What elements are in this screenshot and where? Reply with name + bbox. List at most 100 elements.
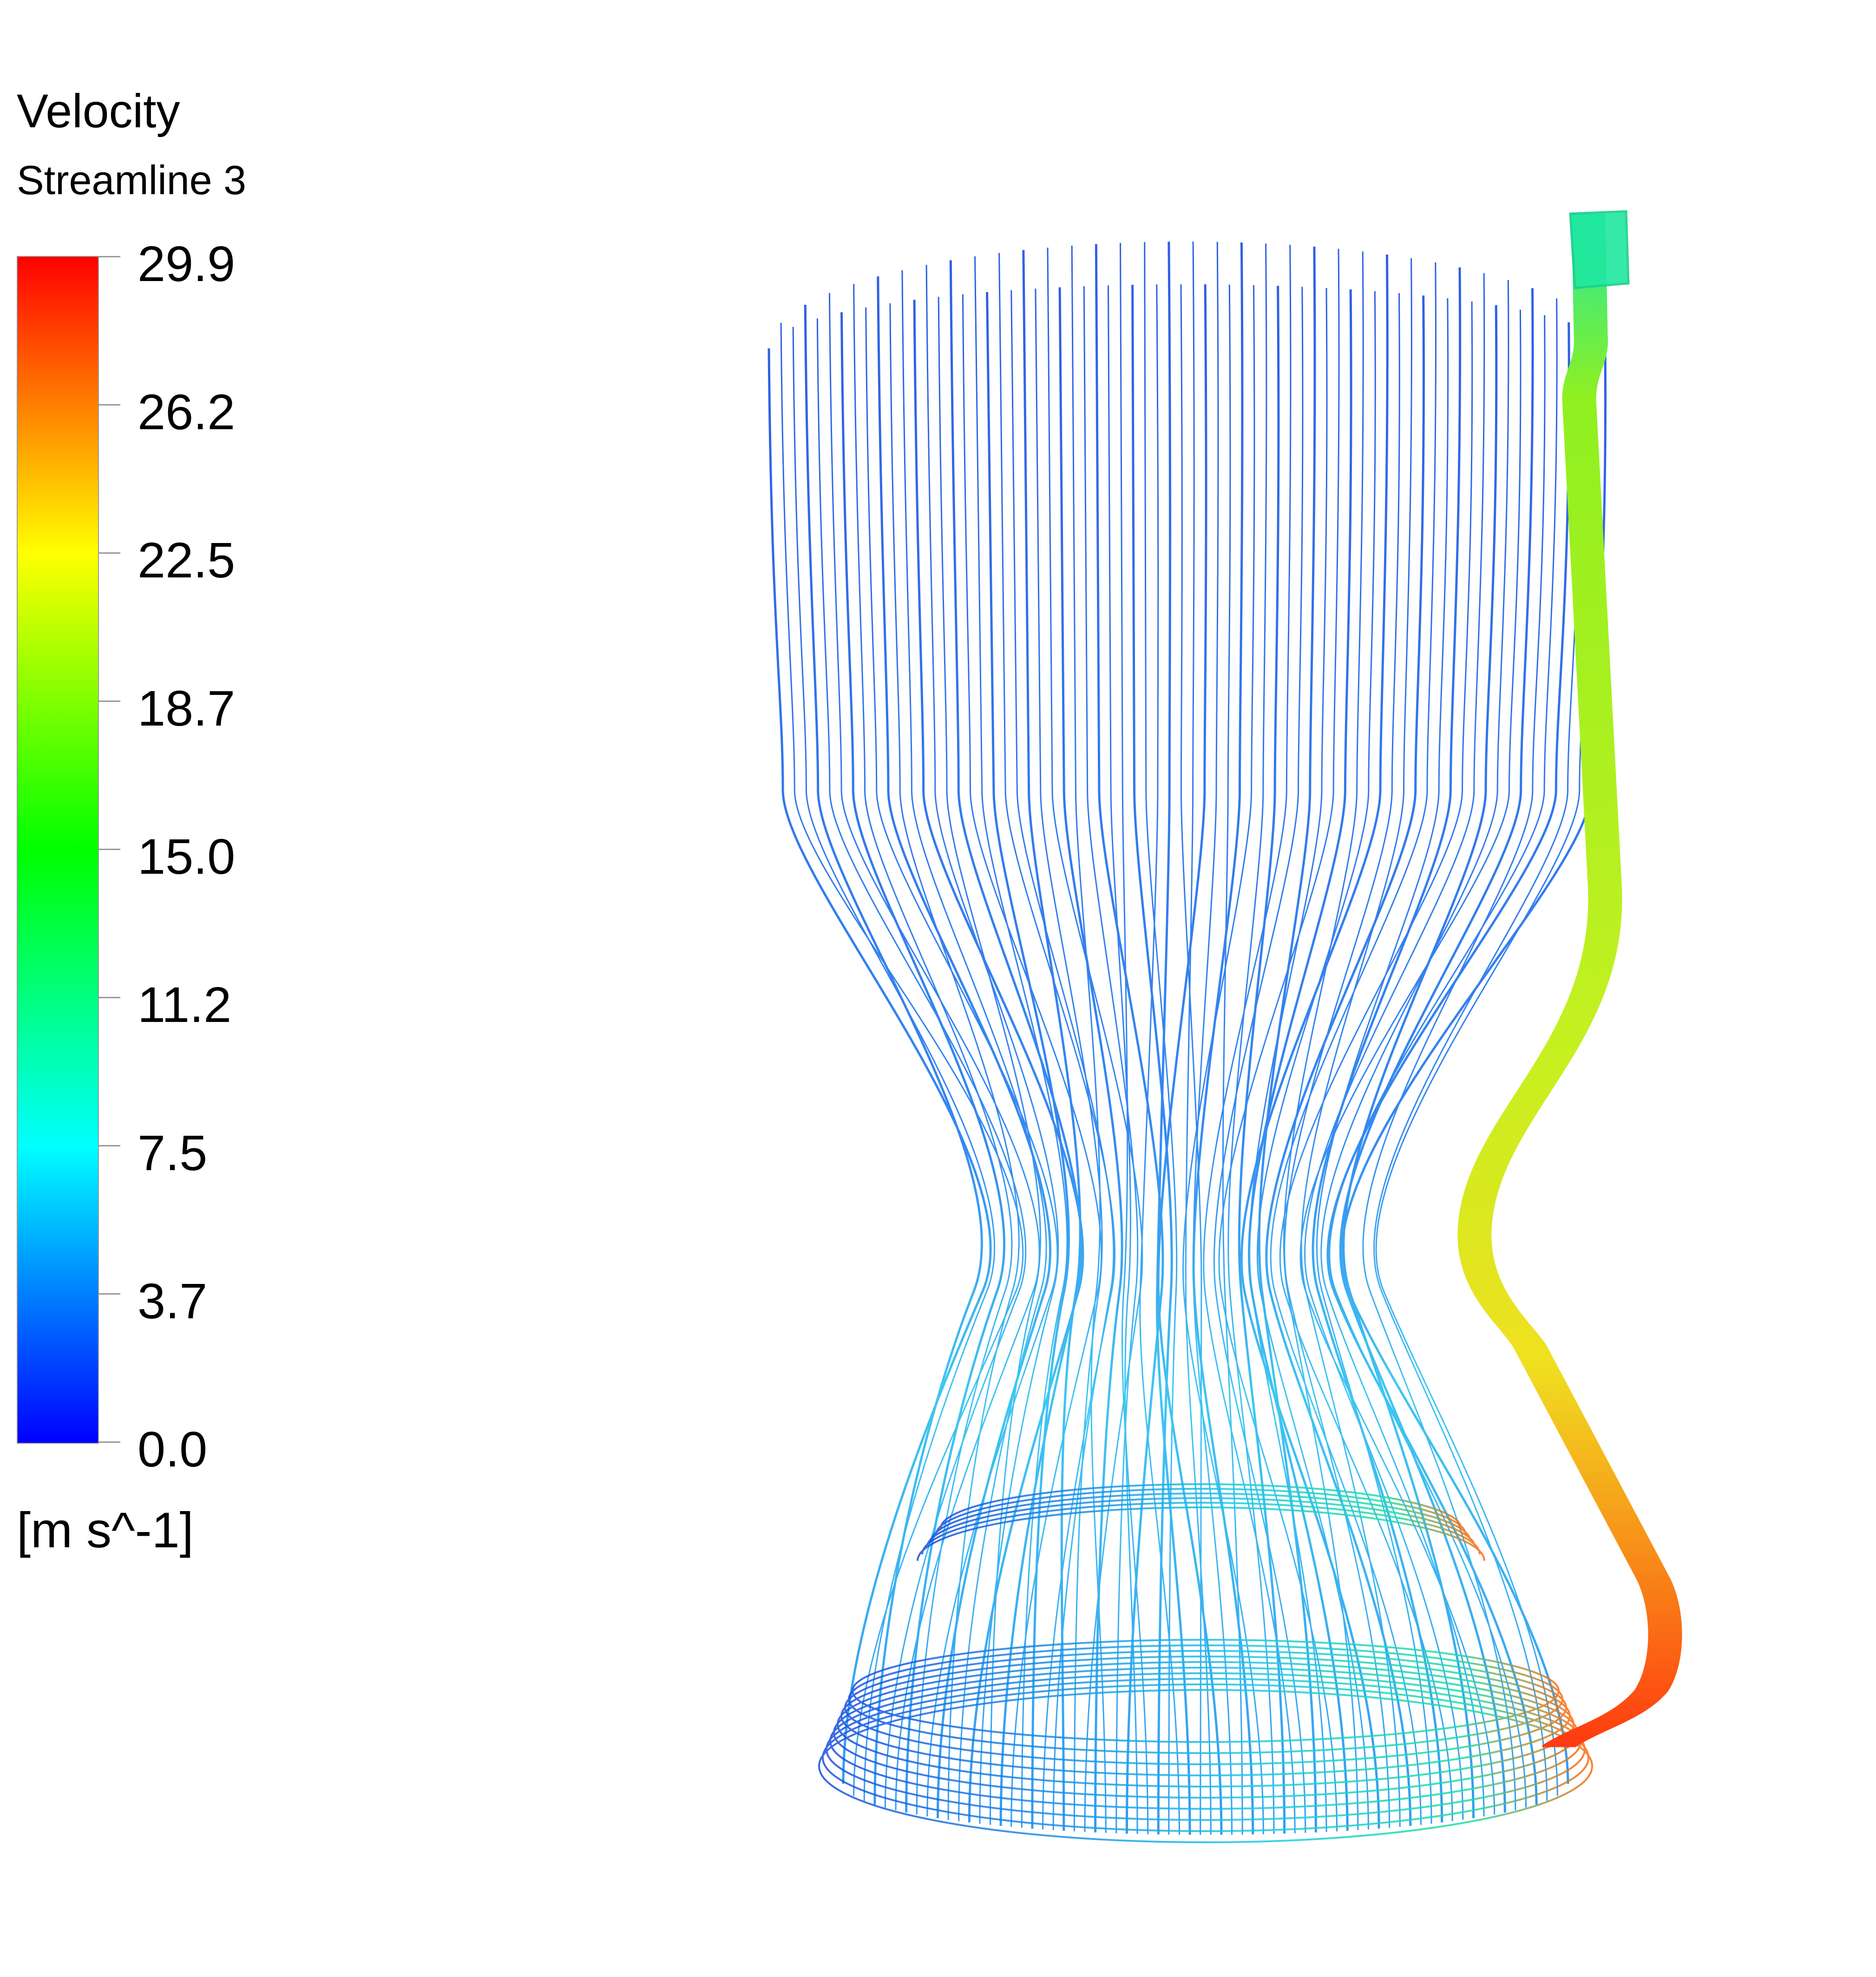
colorbar-tick-label: 15.0	[138, 828, 236, 884]
streamline	[974, 256, 1068, 1828]
colorbar-tick-label: 22.5	[138, 532, 236, 588]
streamline	[1227, 243, 1275, 1834]
streamline	[1107, 285, 1138, 1834]
streamline	[1478, 213, 1671, 1748]
streamline	[1329, 298, 1558, 1808]
streamline	[1258, 246, 1317, 1833]
streamline	[1279, 301, 1473, 1821]
streamline	[1483, 213, 1677, 1748]
streamline	[767, 348, 992, 1784]
colorbar-tick	[99, 849, 120, 850]
streamline	[935, 1488, 1467, 1535]
streamline	[1373, 312, 1582, 1801]
streamline	[844, 1650, 1568, 1765]
chamber-streamlines	[767, 242, 1607, 1835]
streamline	[1256, 291, 1376, 1830]
streamline	[1131, 285, 1173, 1835]
streamline	[1320, 280, 1509, 1817]
streamline	[792, 327, 995, 1801]
streamline	[921, 1502, 1481, 1555]
streamline	[1283, 251, 1364, 1830]
streamline	[986, 292, 1070, 1829]
streamline	[1463, 213, 1656, 1748]
colorbar-tick-label: 3.7	[138, 1273, 208, 1329]
streamline	[1489, 213, 1682, 1748]
colorbar-tick-label: 26.2	[138, 384, 236, 440]
streamline	[780, 323, 1024, 1796]
streamline	[1010, 290, 1115, 1830]
streamline	[889, 303, 1020, 1820]
streamline	[1569, 210, 1630, 289]
streamline	[931, 1493, 1471, 1542]
streamline	[852, 1639, 1560, 1743]
streamline	[818, 1689, 1594, 1843]
streamline	[1340, 348, 1607, 1784]
streamline	[1222, 284, 1243, 1835]
streamline	[1467, 213, 1660, 1748]
colorbar-tick	[99, 256, 120, 257]
colorbar-tick	[99, 404, 120, 406]
streamline	[998, 253, 1116, 1830]
colorbar-tick	[99, 1145, 120, 1146]
streamline	[1316, 298, 1449, 1824]
streamline	[1362, 315, 1546, 1811]
streamline	[1265, 295, 1425, 1826]
streamline	[940, 1483, 1462, 1529]
streamline	[1248, 289, 1352, 1831]
streamline	[1485, 213, 1679, 1748]
colorbar-tick	[99, 700, 120, 702]
streamline	[949, 260, 1083, 1826]
streamline	[833, 1667, 1579, 1799]
streamline	[1157, 284, 1223, 1835]
streamline	[1240, 254, 1389, 1829]
streamline	[804, 305, 983, 1805]
streamline	[962, 294, 1102, 1827]
streamline	[1071, 245, 1107, 1833]
streamline	[1192, 242, 1254, 1835]
streamline	[1299, 309, 1522, 1815]
streamline	[1465, 213, 1658, 1748]
streamline	[1139, 284, 1180, 1835]
streamline	[1047, 248, 1143, 1832]
streamline	[1476, 213, 1669, 1748]
streamline	[840, 1656, 1571, 1776]
colorbar-tick-label: 29.9	[138, 236, 236, 292]
colorbar-tick-label: 11.2	[138, 976, 232, 1033]
streamline	[1472, 213, 1666, 1748]
streamline	[926, 1497, 1476, 1548]
streamline	[1185, 242, 1212, 1835]
streamline	[1083, 286, 1139, 1833]
colorbar-tick	[99, 1441, 120, 1443]
legend-title: Velocity	[17, 85, 180, 137]
streamline	[826, 1678, 1586, 1821]
streamline	[1180, 284, 1202, 1835]
streamline	[822, 1683, 1590, 1832]
streamline	[1144, 242, 1178, 1835]
streamline	[853, 284, 1013, 1815]
streamline	[1474, 213, 1667, 1748]
streamline	[1203, 245, 1296, 1833]
streamline	[1342, 305, 1498, 1819]
streamline	[1304, 273, 1485, 1820]
colorbar-tick-label: 18.7	[138, 680, 236, 736]
streamline	[1022, 250, 1082, 1831]
colorbar-tick-label: 0.0	[138, 1421, 208, 1477]
colorbar-tick-label: 7.5	[138, 1125, 208, 1181]
streamline	[1058, 287, 1123, 1833]
streamline	[1035, 288, 1103, 1832]
legend-unit: [m s^-1]	[17, 1502, 194, 1558]
streamline	[917, 1506, 1485, 1561]
streamline	[1375, 333, 1594, 1796]
streamline	[828, 293, 1040, 1811]
streamline	[1461, 213, 1654, 1748]
streamline	[938, 296, 1041, 1825]
colorbar-tick	[99, 997, 120, 998]
streamline	[1339, 288, 1534, 1813]
streamline	[1270, 262, 1437, 1825]
streamline	[816, 318, 1027, 1808]
streamline	[1238, 286, 1286, 1834]
legend-subtitle: Streamline 3	[17, 157, 247, 203]
inlet-pipe-streamlines	[1457, 210, 1682, 1748]
base-ring-streamlines	[818, 1483, 1594, 1843]
